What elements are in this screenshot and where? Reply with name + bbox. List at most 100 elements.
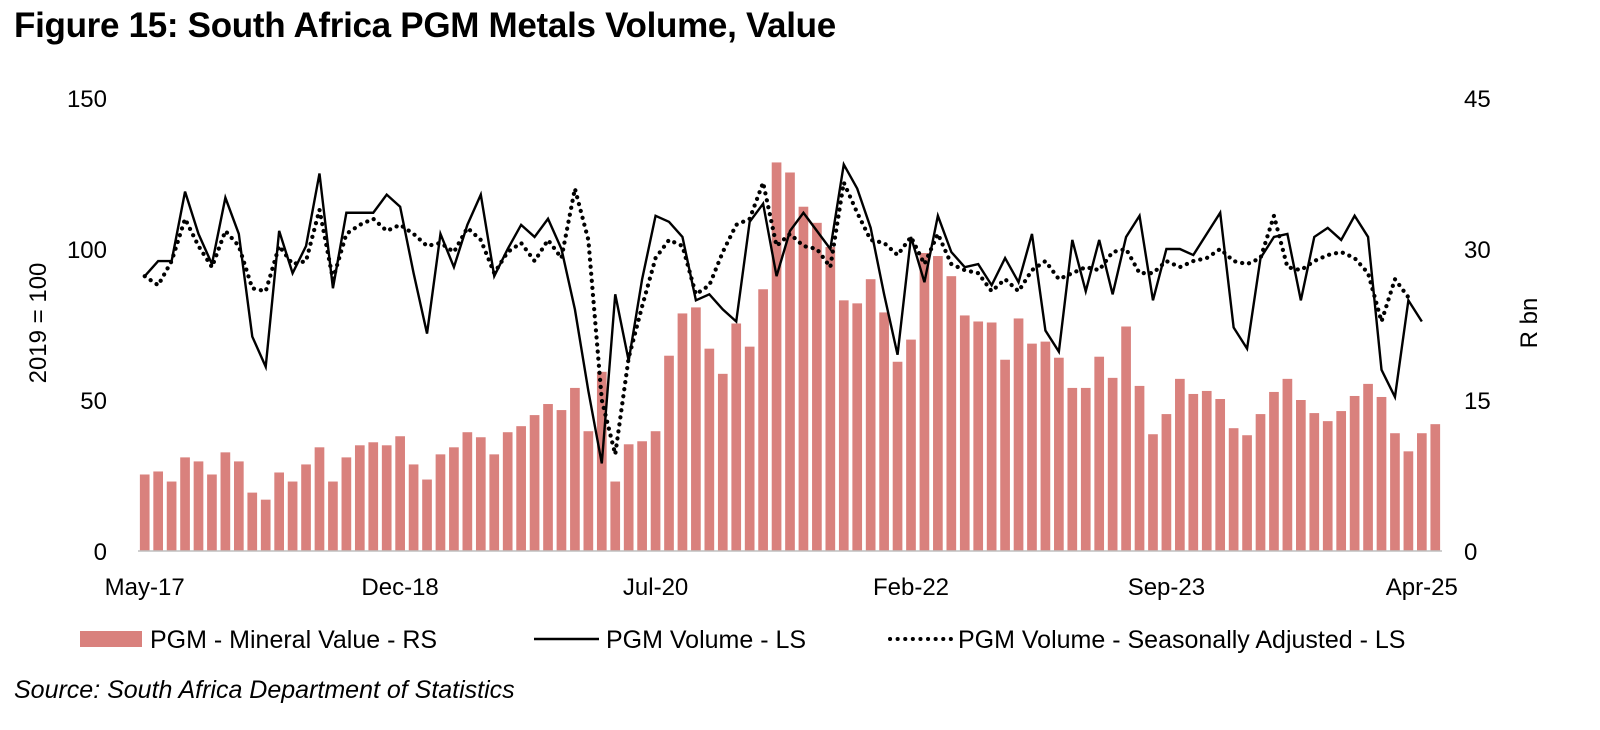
value-bar [798, 206, 809, 551]
value-bar [139, 474, 150, 551]
value-bar [691, 307, 701, 551]
legend: PGM - Mineral Value - RS PGM Volume - LS… [80, 626, 1405, 654]
value-bar [892, 361, 903, 551]
value-bar [1403, 451, 1414, 551]
value-bar [1363, 383, 1373, 551]
value-bar [1201, 390, 1212, 551]
value-bar [583, 431, 594, 551]
y-right-tick-label: 0 [1464, 539, 1477, 566]
value-bar [623, 444, 634, 551]
value-bar [1175, 378, 1185, 551]
value-bar [785, 172, 795, 552]
value-bar [1309, 413, 1320, 551]
value-bar [677, 313, 688, 551]
y-axis-right: 0 15 30 45 [1464, 86, 1491, 566]
value-bar [1215, 398, 1226, 551]
value-bar [408, 464, 419, 551]
volume-line [143, 160, 1423, 464]
seasonally-adjusted-volume-line [142, 180, 1411, 457]
x-tick-label: Jul-20 [623, 574, 688, 601]
value-bar [354, 445, 365, 551]
value-bar [328, 481, 338, 551]
value-bar [986, 322, 997, 551]
value-bar [462, 432, 473, 551]
value-bar [1027, 343, 1037, 551]
value-bar [233, 461, 244, 551]
value-bar [1107, 377, 1118, 551]
x-tick-label: Feb-22 [873, 574, 949, 601]
value-bar [1148, 434, 1158, 551]
value-bar [1188, 393, 1199, 551]
x-tick-label: Sep-23 [1128, 574, 1205, 601]
value-bar [650, 431, 661, 551]
value-bar [1269, 391, 1279, 551]
value-bar [1376, 396, 1387, 551]
value-bar [1430, 424, 1441, 551]
value-bar [516, 426, 526, 551]
value-bar [1013, 318, 1024, 551]
value-bar [449, 447, 459, 551]
x-axis-ticks: May-17 Dec-18 Jul-20 Feb-22 Sep-23 Apr-25 [105, 574, 1458, 601]
value-bar [422, 479, 432, 551]
value-bar [973, 321, 984, 551]
value-bar [1121, 326, 1131, 551]
value-bar [1349, 395, 1360, 551]
value-bar [865, 279, 876, 551]
bar-series [139, 162, 1441, 552]
value-bar [1134, 385, 1145, 551]
y-right-tick-label: 45 [1464, 86, 1491, 113]
figure-title: Figure 15: South Africa PGM Metals Volum… [14, 6, 836, 45]
value-bar [1242, 435, 1252, 551]
value-bar [274, 472, 284, 551]
value-bar [1336, 411, 1347, 551]
y-right-tick-label: 15 [1464, 388, 1491, 415]
value-bar [1080, 387, 1091, 551]
value-bar [1000, 359, 1010, 551]
y-left-tick-label: 150 [67, 86, 107, 113]
value-bar [1054, 357, 1064, 551]
value-bar [704, 348, 715, 551]
value-bar [1228, 428, 1239, 551]
value-bar [1255, 414, 1266, 551]
value-bar [1296, 400, 1306, 551]
value-bar [153, 471, 164, 551]
value-bar [489, 454, 500, 551]
value-bar [1161, 414, 1172, 551]
legend-swatch-bar [80, 631, 142, 647]
value-bar [919, 253, 930, 551]
y-axis-right-title: R bn [1516, 298, 1543, 349]
value-bar [610, 481, 621, 551]
value-bar [731, 323, 742, 551]
value-bar [314, 447, 325, 551]
y-left-tick-label: 50 [80, 388, 107, 415]
value-bar [838, 300, 849, 551]
value-bar [1067, 387, 1078, 551]
x-tick-label: Apr-25 [1386, 574, 1458, 601]
value-bar [475, 437, 486, 551]
value-bar [717, 373, 728, 551]
value-bar [341, 457, 352, 551]
value-bar [570, 387, 580, 551]
value-bar [1390, 433, 1400, 551]
value-bar [771, 162, 782, 551]
value-bar [744, 346, 755, 551]
y-left-tick-label: 100 [67, 237, 107, 264]
value-bar [825, 246, 836, 552]
y-left-tick-label: 0 [94, 539, 107, 566]
value-bar [301, 464, 311, 551]
value-bar [1282, 378, 1293, 551]
x-tick-label: Dec-18 [361, 574, 438, 601]
line-series [142, 160, 1423, 464]
y-right-tick-label: 30 [1464, 237, 1491, 264]
value-bar [220, 452, 231, 551]
value-bar [381, 445, 392, 551]
value-bar [946, 276, 957, 551]
value-bar [287, 481, 298, 551]
value-bar [502, 432, 513, 551]
value-bar [906, 339, 916, 551]
value-bar [879, 312, 889, 551]
value-bar [933, 256, 943, 551]
value-bar [1322, 421, 1333, 551]
value-bar [664, 355, 674, 551]
value-bar [1040, 341, 1051, 551]
